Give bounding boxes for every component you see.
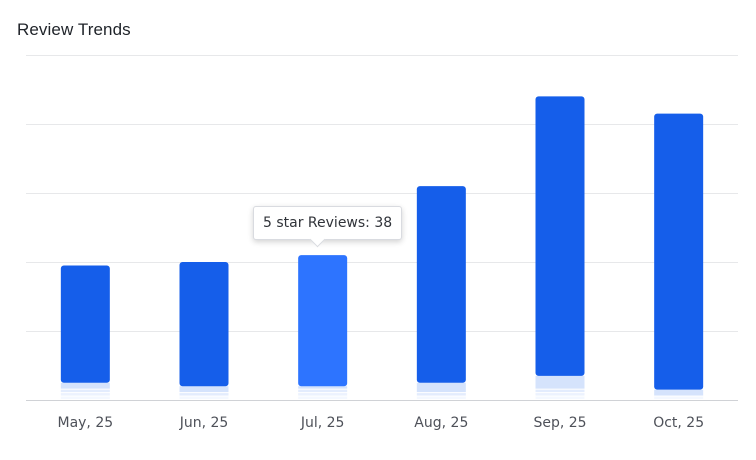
bar-tooltip: 5 star Reviews: 38 <box>253 206 403 240</box>
bar-segment <box>179 393 229 396</box>
x-tick-label: Jul, 25 <box>300 415 345 431</box>
bar-segment <box>60 382 110 389</box>
bar-segment <box>298 396 348 399</box>
bar-segment <box>416 396 466 399</box>
bar-five-star <box>535 96 585 376</box>
bar-segment <box>654 389 704 396</box>
bar-five-star <box>179 262 229 387</box>
bar-segment <box>535 389 585 393</box>
bar-segment <box>654 396 704 399</box>
bar-segment <box>535 393 585 396</box>
bar-segment <box>535 396 585 399</box>
x-tick-label: Oct, 25 <box>653 415 704 431</box>
x-tick-label: Aug, 25 <box>414 415 468 431</box>
bar-segment <box>416 393 466 396</box>
bar-segment <box>416 382 466 393</box>
x-tick-label: Sep, 25 <box>533 415 586 431</box>
bar-segment <box>298 389 348 393</box>
bar-segment <box>179 396 229 399</box>
bar-segment <box>60 389 110 393</box>
x-tick-label: Jun, 25 <box>179 415 229 431</box>
x-tick-label: May, 25 <box>57 415 113 431</box>
bar-five-star <box>416 186 466 383</box>
bar-segment <box>179 386 229 393</box>
bar-segment <box>298 386 348 389</box>
bar-five-star <box>298 255 348 387</box>
bar-five-star <box>654 113 704 390</box>
bar-five-star <box>60 265 110 383</box>
bar-segment <box>535 375 585 389</box>
bar-segment <box>60 393 110 396</box>
chart-title: Review Trends <box>17 20 131 39</box>
bar-segment <box>298 393 348 396</box>
bar-segment <box>60 396 110 399</box>
